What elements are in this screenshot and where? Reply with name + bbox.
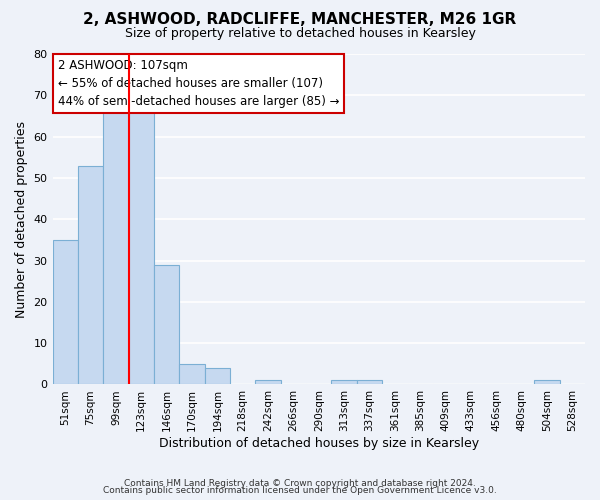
- Bar: [78, 166, 103, 384]
- Text: 2 ASHWOOD: 107sqm
← 55% of detached houses are smaller (107)
44% of semi-detache: 2 ASHWOOD: 107sqm ← 55% of detached hous…: [58, 59, 340, 108]
- Bar: [357, 380, 382, 384]
- X-axis label: Distribution of detached houses by size in Kearsley: Distribution of detached houses by size …: [159, 437, 479, 450]
- Bar: [179, 364, 205, 384]
- Bar: [128, 108, 154, 384]
- Y-axis label: Number of detached properties: Number of detached properties: [15, 120, 28, 318]
- Bar: [103, 108, 128, 384]
- Bar: [205, 368, 230, 384]
- Text: Size of property relative to detached houses in Kearsley: Size of property relative to detached ho…: [125, 28, 475, 40]
- Bar: [331, 380, 357, 384]
- Bar: [53, 240, 78, 384]
- Text: 2, ASHWOOD, RADCLIFFE, MANCHESTER, M26 1GR: 2, ASHWOOD, RADCLIFFE, MANCHESTER, M26 1…: [83, 12, 517, 28]
- Bar: [154, 264, 179, 384]
- Bar: [256, 380, 281, 384]
- Bar: [534, 380, 560, 384]
- Text: Contains HM Land Registry data © Crown copyright and database right 2024.: Contains HM Land Registry data © Crown c…: [124, 478, 476, 488]
- Text: Contains public sector information licensed under the Open Government Licence v3: Contains public sector information licen…: [103, 486, 497, 495]
